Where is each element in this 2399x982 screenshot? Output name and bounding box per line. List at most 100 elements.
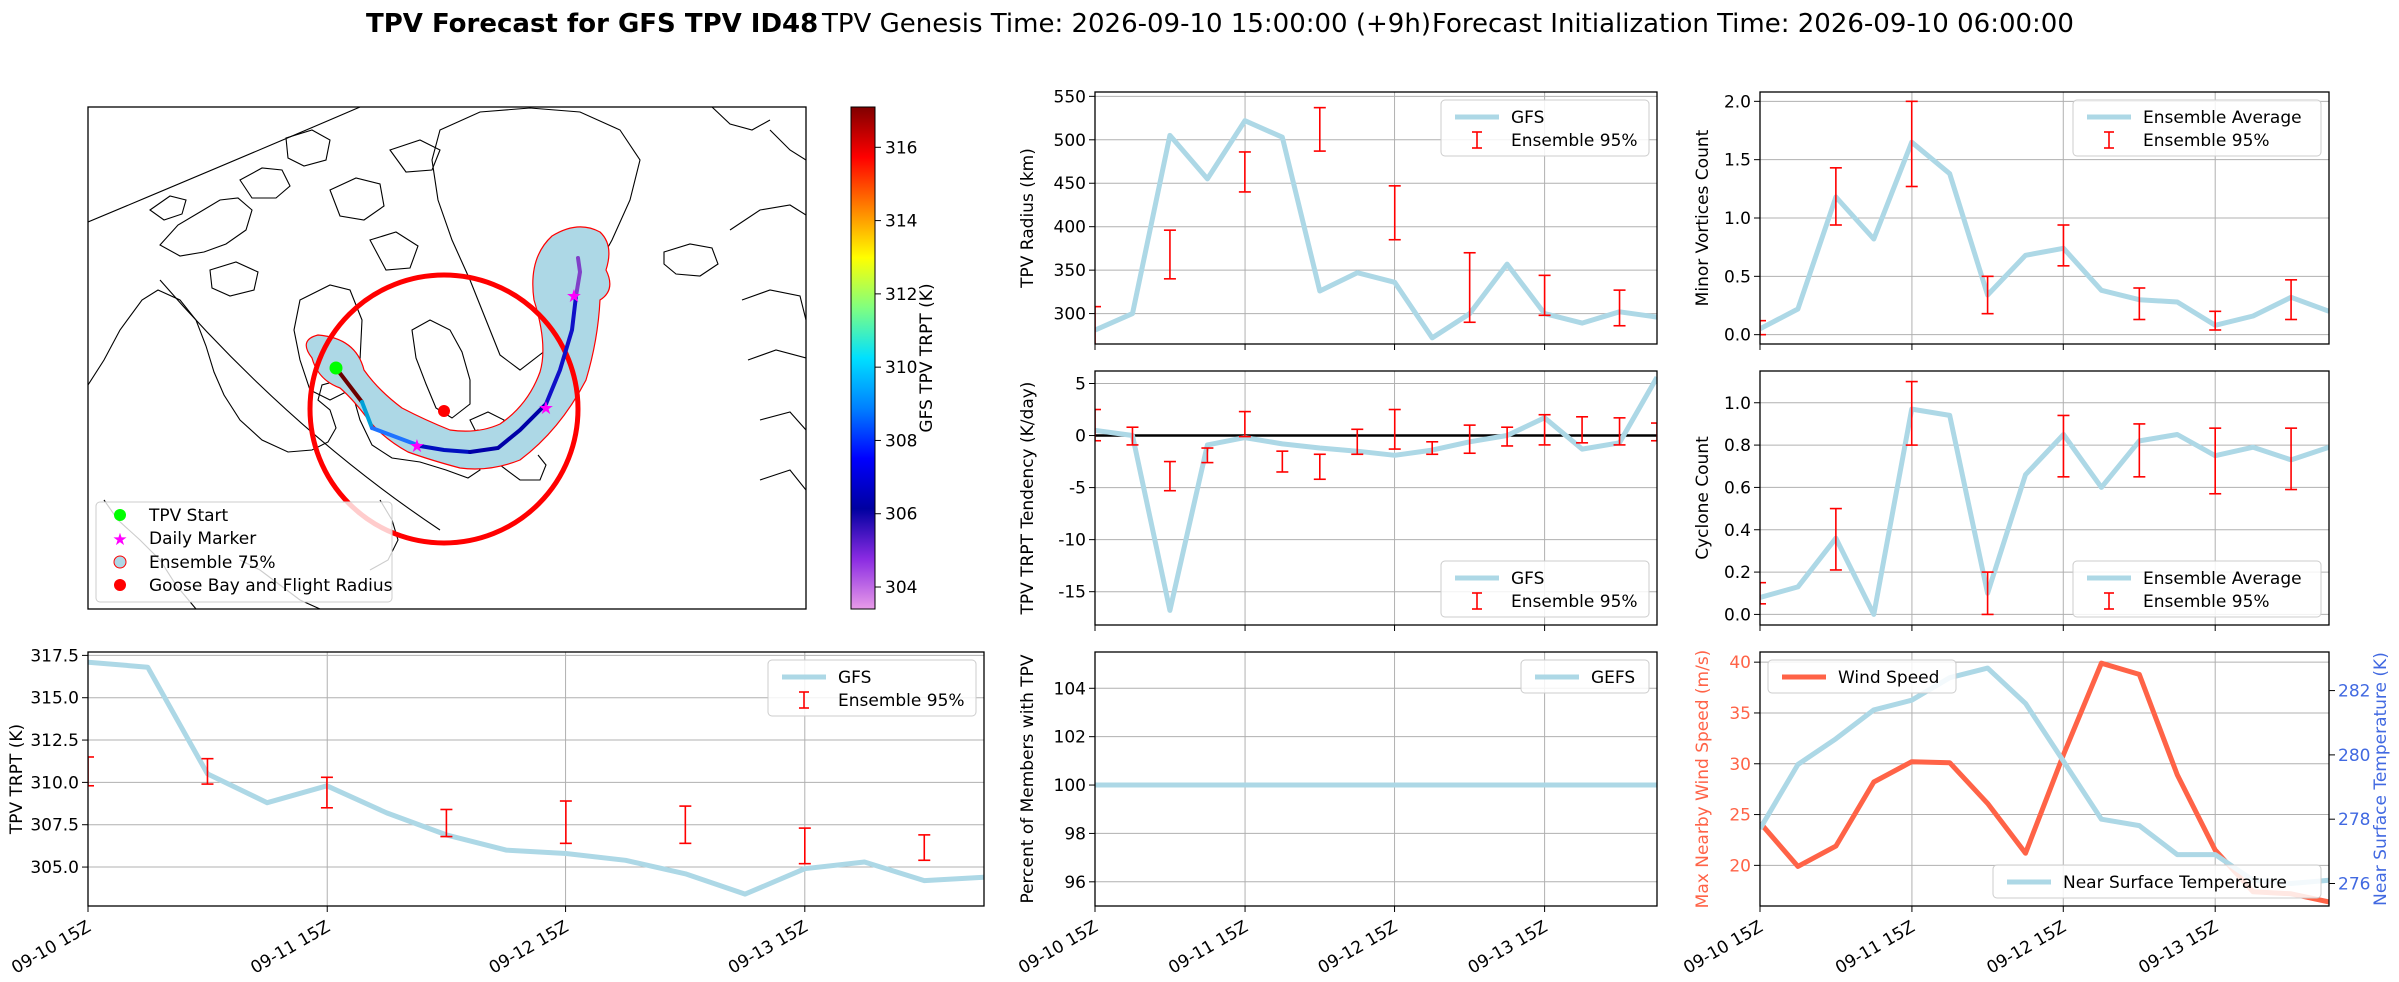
legend-box xyxy=(1992,864,2322,899)
y2-tick-label: 278 xyxy=(2338,810,2370,830)
y-axis-label: Percent of Members with TPV xyxy=(1018,654,1038,903)
legend-entry: Ensemble 95% xyxy=(2143,131,2270,151)
y-tick-label: 0 xyxy=(1075,427,1086,447)
legend-members: GEFS xyxy=(1520,659,1650,694)
legend-entry: Ensemble 95% xyxy=(838,691,965,711)
figure-title: TPV Forecast for GFS TPV ID48 xyxy=(366,9,818,39)
daily-marker-1: ★ xyxy=(409,436,425,457)
chart-wind: 20 25 30 35 40 Max Nearby Wind Speed (m/s) 276… xyxy=(1680,650,2391,979)
y-axis-label: Cyclone Count xyxy=(1693,436,1713,560)
tpv-track xyxy=(334,256,583,454)
axes-frame xyxy=(1094,91,1658,345)
legend-entry: Ensemble Average xyxy=(2143,108,2302,128)
y-tick-label: 315.0 xyxy=(30,689,79,709)
x-tick-label: 09-10 15Z xyxy=(1015,917,1101,978)
colorbar-tick-label: 308 xyxy=(885,431,917,451)
series-line-gfs xyxy=(1095,118,1657,341)
y-tick-label: 312.5 xyxy=(30,731,79,751)
errorbars-radius xyxy=(1095,106,1626,344)
legend-entry: GEFS xyxy=(1591,668,1635,688)
y2-tick-label: 280 xyxy=(2338,746,2370,766)
y-axis-label: Minor Vortices Count xyxy=(1693,129,1713,306)
y-axis-label: TPV TRPT Tendency (K/day) xyxy=(1018,382,1038,616)
legend-minor: Ensemble Average Ensemble 95% xyxy=(2072,99,2322,157)
legend-box xyxy=(1767,659,1957,694)
colorbar-tick-label: 312 xyxy=(885,285,917,305)
legend-entry: Ensemble 95% xyxy=(2143,592,2270,612)
legend-tendency: GFS Ensemble 95% xyxy=(1440,560,1650,618)
series-line-gfs xyxy=(1095,375,1657,613)
colorbar-tick-label: 314 xyxy=(885,212,917,232)
legend-box xyxy=(767,659,977,717)
y2-axis-label: Near Surface Temperature (K) xyxy=(2371,652,2391,906)
x-tick-label: 09-13 15Z xyxy=(2135,917,2221,978)
y-tick-label: 0.5 xyxy=(1724,267,1751,287)
plot-area xyxy=(1095,652,1657,906)
y-tick-label: 350 xyxy=(1054,261,1086,281)
chart-trpt: 305.0 307.5 310.0 312.5 315.0 317.5 TPV TRPT (… xyxy=(7,646,985,978)
legend-cyclone: Ensemble Average Ensemble 95% xyxy=(2072,560,2322,618)
x-tick-label: 09-13 15Z xyxy=(725,917,811,978)
colorbar-bar xyxy=(850,106,876,610)
y-tick-label: 450 xyxy=(1054,174,1086,194)
legend-entry: Wind Speed xyxy=(1838,668,1939,688)
y-tick-label: 2.0 xyxy=(1724,92,1751,112)
errorbars-trpt xyxy=(88,756,931,865)
ensemble-75-envelope xyxy=(305,226,611,470)
x-tick-label: 09-11 15Z xyxy=(1165,917,1251,978)
map-coastlines xyxy=(88,107,806,609)
axes-frame xyxy=(87,651,985,907)
series-line-gfs xyxy=(88,659,984,897)
legend-entry: GFS xyxy=(1511,108,1544,128)
y-tick-label: 0.6 xyxy=(1724,478,1751,498)
chart-radius: 300 350 400 450 500 550 TPV Radius (km) GFS Ense… xyxy=(1018,87,1658,350)
legend-goose-bay-swatch xyxy=(114,579,126,591)
errorbars-tendency xyxy=(1095,408,1657,492)
y-tick-label: 25 xyxy=(1729,806,1751,826)
y-tick-label: 400 xyxy=(1054,218,1086,238)
legend-goose-bay: Goose Bay and Flight Radius xyxy=(149,576,393,596)
y2-tick-label: 282 xyxy=(2338,682,2370,702)
legend-daily-marker: Daily Marker xyxy=(149,529,256,549)
y-tick-label: -15 xyxy=(1058,583,1086,603)
y-tick-label: 96 xyxy=(1064,873,1086,893)
daily-marker-2: ★ xyxy=(538,398,554,419)
axes-frame xyxy=(1094,651,1658,907)
figure-init-time: Forecast Initialization Time: 2026-09-10… xyxy=(1432,9,2074,39)
x-tick-label: 09-10 15Z xyxy=(8,917,94,978)
y-tick-label: 98 xyxy=(1064,824,1086,844)
chart-minor: 0.0 0.5 1.0 1.5 2.0 Minor Vortices Count Ensem… xyxy=(1693,91,2330,350)
y-tick-label: 0.2 xyxy=(1724,563,1751,583)
y-tick-label: 104 xyxy=(1054,679,1086,699)
y-axis-label: Max Nearby Wind Speed (m/s) xyxy=(1693,650,1713,909)
legend-box xyxy=(1520,659,1650,694)
map-legend: TPV Start ★ Daily Marker Ensemble 75% Go… xyxy=(95,501,393,603)
colorbar-label: GFS TPV TRPT (K) xyxy=(917,283,937,432)
goose-bay-marker xyxy=(438,405,450,417)
chart-tendency: 5 0 -5 -10 -15 TPV TRPT Tendency (K/day) GFS En… xyxy=(1018,370,1658,631)
y-tick-label: 1.0 xyxy=(1724,394,1751,414)
chart-members: 96 98 100 102 104 Percent of Members with TPV… xyxy=(1015,651,1658,978)
y-tick-label: 305.0 xyxy=(30,858,79,878)
colorbar-tick-label: 316 xyxy=(885,138,917,158)
legend-ensemble-swatch xyxy=(113,555,127,569)
x-tick-label: 09-13 15Z xyxy=(1465,917,1551,978)
colorbar-tick-label: 310 xyxy=(885,358,917,378)
legend-radius: GFS Ensemble 95% xyxy=(1440,99,1650,157)
gridlines xyxy=(1094,92,1657,344)
legend-box xyxy=(2072,99,2322,157)
y2-tick-label: 276 xyxy=(2338,874,2370,894)
y-tick-label: 5 xyxy=(1075,374,1086,394)
colorbar: 304 306 308 310 312 314 316 GFS TPV TRPT (K) xyxy=(850,106,937,610)
y-tick-label: 1.5 xyxy=(1724,151,1751,171)
y-tick-label: 20 xyxy=(1729,856,1751,876)
y-axis-label: TPV Radius (km) xyxy=(1018,148,1038,289)
x-tick-label: 09-12 15Z xyxy=(1983,917,2069,978)
legend-entry: Ensemble Average xyxy=(2143,569,2302,589)
axes-frame xyxy=(1759,651,2330,907)
y-tick-label: 550 xyxy=(1054,87,1086,107)
series-line-ensemble-average xyxy=(1760,139,2329,332)
legend-box xyxy=(2072,560,2322,618)
x-tick-label: 09-10 15Z xyxy=(1680,917,1766,978)
legend-box xyxy=(1440,99,1650,157)
